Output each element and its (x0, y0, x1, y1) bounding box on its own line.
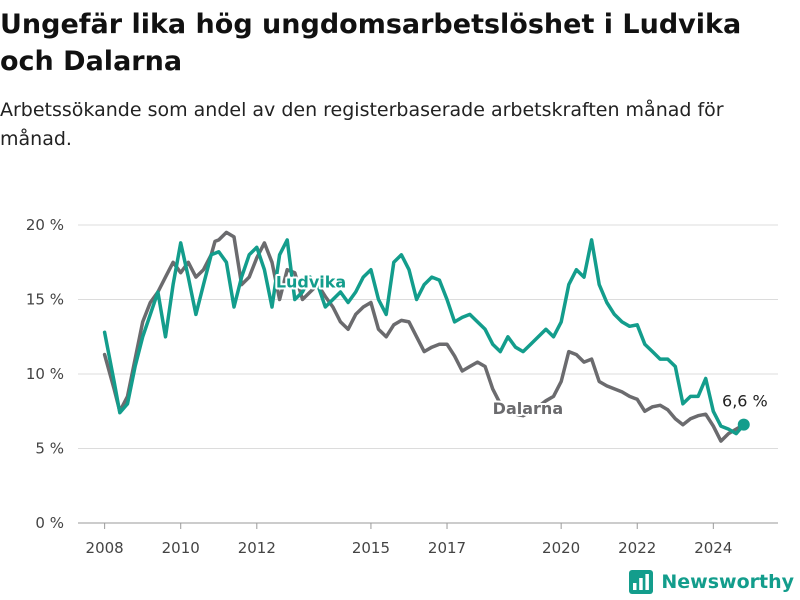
y-tick-label: 20 % (26, 216, 64, 234)
x-tick-label: 2008 (86, 539, 124, 557)
bar-chart-logo-icon (629, 570, 654, 594)
series-line-dalarna (102, 230, 746, 443)
x-tick-label: 2024 (694, 539, 732, 557)
x-tick-label: 2012 (238, 539, 276, 557)
end-point-marker (737, 418, 750, 431)
y-tick-label: 5 % (35, 440, 64, 458)
x-tick-label: 2017 (428, 539, 466, 557)
chart-title: Ungefär lika hög ungdomsarbetslöshet i L… (0, 9, 742, 77)
y-axis: 0 % 5 % 10 % 15 % 20 % (26, 216, 64, 532)
x-tick-label: 2010 (162, 539, 200, 557)
end-value-label: 6,6 % (722, 392, 768, 411)
brand-name: Newsworthy (661, 571, 794, 593)
series-lines (102, 230, 746, 443)
series-line-ludvika (102, 238, 746, 436)
x-axis: 2008 2010 2012 2015 2017 2020 2022 2024 (86, 523, 732, 557)
series-labels: Dalarna Ludvika 6,6 % (274, 271, 768, 431)
x-tick-label: 2022 (618, 539, 656, 557)
y-tick-label: 10 % (26, 365, 64, 383)
brand-logo[interactable]: Newsworthy (629, 570, 794, 594)
gridlines (78, 224, 778, 524)
chart-subtitle: Arbetssökande som andel av den registerb… (0, 99, 724, 150)
y-tick-label: 0 % (35, 514, 64, 532)
x-tick-label: 2020 (542, 539, 580, 557)
x-tick-label: 2015 (352, 539, 390, 557)
y-tick-label: 15 % (26, 291, 64, 309)
series-label-ludvika: Ludvika (276, 273, 346, 292)
series-label-dalarna: Dalarna (493, 399, 563, 418)
